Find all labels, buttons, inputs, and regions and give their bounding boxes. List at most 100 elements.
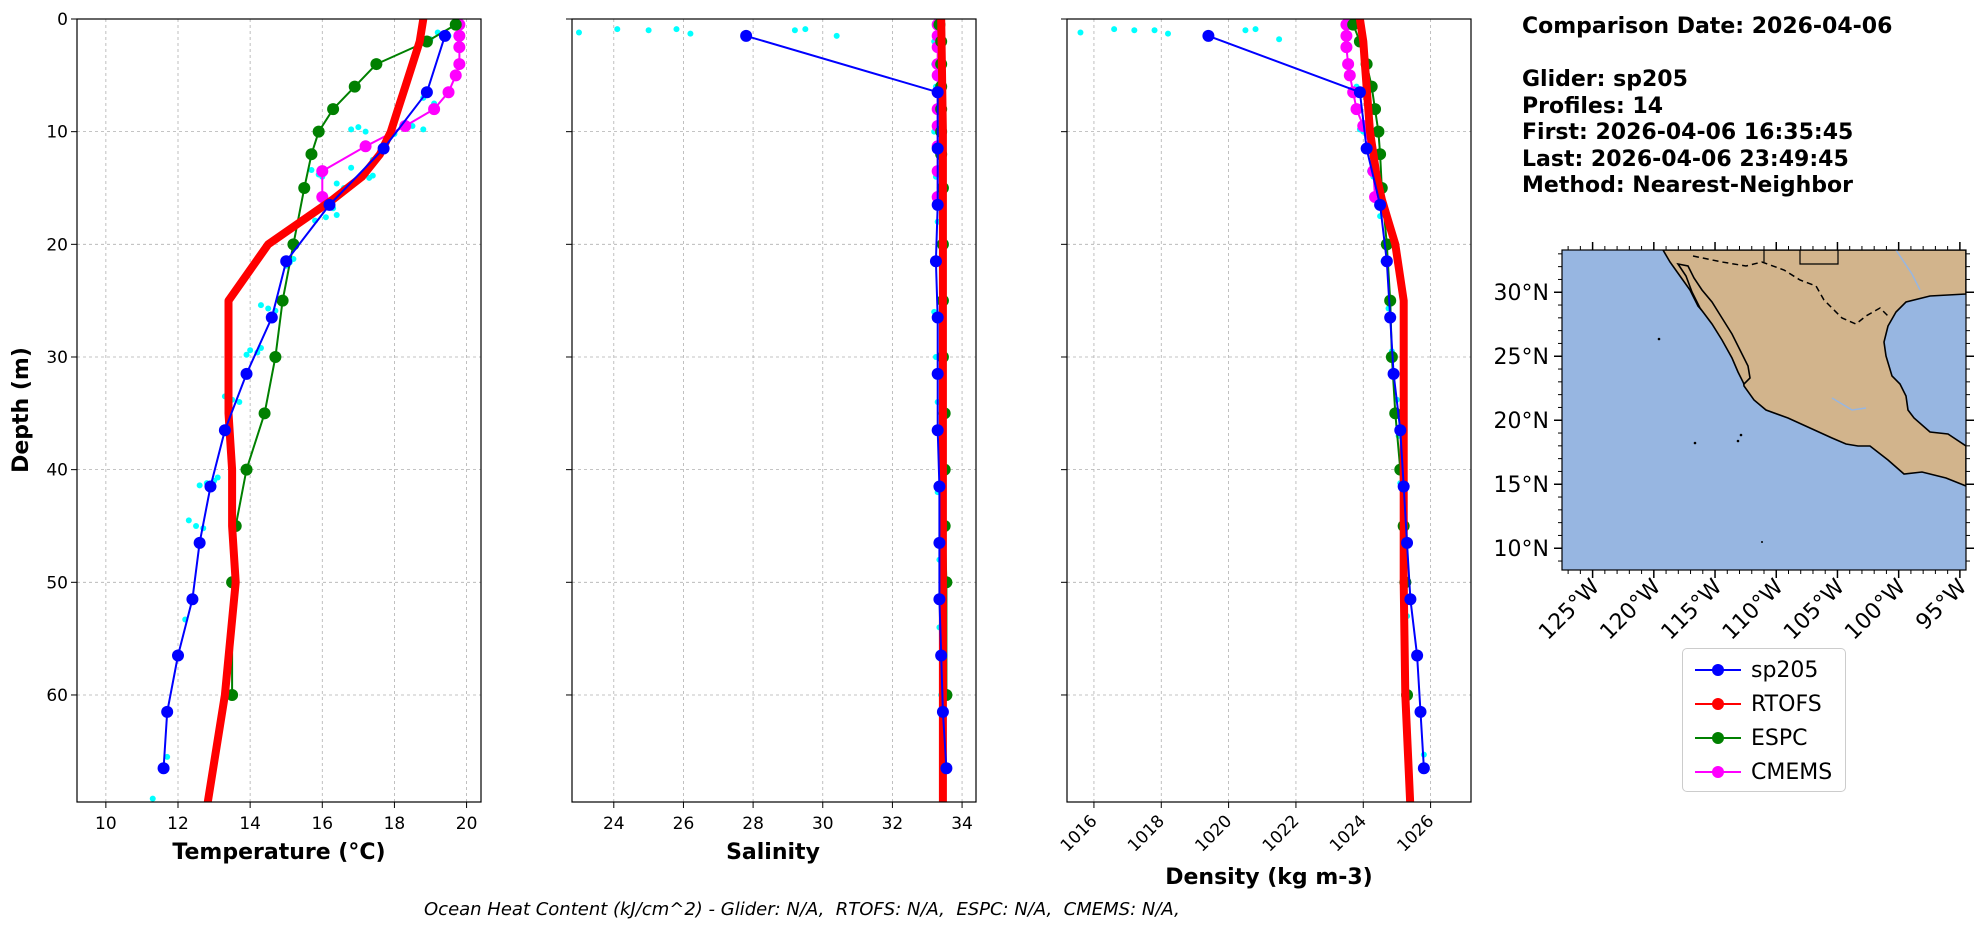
sp205-point xyxy=(186,593,199,606)
espc-point xyxy=(1384,294,1397,307)
espc-point xyxy=(312,125,325,138)
x-tick-label: 10 xyxy=(95,814,117,834)
legend-marker-cmems xyxy=(1712,766,1724,778)
x-tick-label: 28 xyxy=(742,814,764,834)
lon-label: 105°W xyxy=(1779,574,1850,645)
y-tick-label: 60 xyxy=(46,686,68,706)
sp205-profile-line xyxy=(162,34,446,770)
temperature-frame xyxy=(76,18,482,803)
raw-glider-point xyxy=(1151,27,1158,34)
temperature-plot-area xyxy=(149,19,466,802)
last-time: Last: 2026-04-06 23:49:45 xyxy=(1522,146,1849,172)
raw-glider-point xyxy=(333,180,340,187)
sp205-point xyxy=(1417,762,1430,775)
legend-marker-sp205 xyxy=(1712,664,1724,676)
density-x-label: Density (kg m-3) xyxy=(1165,865,1373,890)
sp205-point xyxy=(931,86,944,99)
sp205-point xyxy=(240,367,253,380)
sp205-point xyxy=(929,255,942,268)
info-panel: Comparison Date: 2026-04-06 Glider: sp205… xyxy=(1522,14,1892,200)
sp205-point xyxy=(161,705,174,718)
raw-glider-point xyxy=(645,27,652,34)
raw-glider-point xyxy=(1276,36,1283,43)
legend-marker-espc xyxy=(1712,732,1724,744)
density-grid xyxy=(1067,18,1471,802)
raw-glider-point xyxy=(614,26,621,33)
y-tick-label: 10 xyxy=(46,123,68,143)
cmems-point xyxy=(1343,69,1356,82)
sp205-point xyxy=(1374,198,1387,211)
cmems-point xyxy=(359,140,372,153)
cmems-point xyxy=(1350,103,1363,116)
raw-glider-point xyxy=(164,753,171,760)
raw-glider-point xyxy=(1252,26,1259,33)
y-tick-label: 30 xyxy=(46,348,68,368)
espc-point xyxy=(258,407,271,420)
density-frame xyxy=(1066,18,1472,803)
sp205-point xyxy=(323,198,336,211)
sp205-point xyxy=(1387,367,1400,380)
sp205-point xyxy=(931,142,944,155)
legend-marker-rtofs xyxy=(1712,698,1724,710)
raw-glider-point xyxy=(348,126,355,133)
espc-point xyxy=(327,103,340,116)
sp205-point xyxy=(1401,536,1414,549)
espc-point xyxy=(449,19,462,31)
raw-glider-point xyxy=(802,26,809,33)
espc-point xyxy=(305,148,318,161)
raw-glider-point xyxy=(149,795,156,802)
x-tick-label: 1020 xyxy=(1191,811,1236,856)
raw-glider-point xyxy=(196,482,203,489)
rtofs-profile-line xyxy=(1355,19,1415,802)
lat-label: 10°N xyxy=(1494,537,1549,562)
espc-point xyxy=(370,58,383,71)
sp205-point xyxy=(265,311,278,324)
x-tick-label: 12 xyxy=(167,814,189,834)
sp205-point xyxy=(933,536,946,549)
cmems-point xyxy=(453,58,466,71)
x-tick-label: 18 xyxy=(384,814,406,834)
legend-label-rtofs: RTOFS xyxy=(1751,691,1822,717)
x-tick-label: 16 xyxy=(311,814,333,834)
sp205-point xyxy=(935,649,948,662)
sp205-point xyxy=(157,762,170,775)
sp205-point xyxy=(280,255,293,268)
cmems-point xyxy=(453,29,466,42)
baja-peninsula xyxy=(1676,262,1751,386)
x-tick-label: 34 xyxy=(951,814,973,834)
espc-point xyxy=(298,181,311,194)
sp205-point xyxy=(1384,311,1397,324)
temperature-y-ticks: 0 10 20 30 40 50 60 xyxy=(46,10,77,706)
x-tick-label: 1022 xyxy=(1259,811,1304,856)
density-y-ticks xyxy=(1061,18,1067,696)
raw-glider-point xyxy=(265,305,272,312)
legend-entry-espc: ESPC xyxy=(1693,723,1808,753)
sp205-point xyxy=(936,705,949,718)
profile-count: Profiles: 14 xyxy=(1522,93,1664,119)
lon-label: 110°W xyxy=(1718,574,1789,645)
sp205-point xyxy=(1404,593,1417,606)
cmems-point xyxy=(449,69,462,82)
espc-profile-line xyxy=(231,23,457,696)
raw-glider-point xyxy=(1165,30,1171,37)
legend-label-sp205: sp205 xyxy=(1751,657,1819,683)
cmems-point xyxy=(428,103,441,116)
sp205-point xyxy=(933,593,946,606)
raw-glider-point xyxy=(366,174,373,181)
raw-glider-point xyxy=(1111,26,1118,33)
y-tick-label: 20 xyxy=(46,235,68,255)
lon-label: 115°W xyxy=(1657,574,1728,645)
sp205-point xyxy=(1360,142,1373,155)
temperature-panel: 10 12 14 16 18 20 0 10 20 30 40 50 60 Temperature (… xyxy=(9,10,482,865)
sp205-point xyxy=(193,536,206,549)
sp205-point xyxy=(933,480,946,493)
x-tick-label: 14 xyxy=(239,814,261,834)
density-plot-area xyxy=(1077,19,1430,802)
raw-glider-point xyxy=(185,517,192,524)
sp205-point xyxy=(1397,480,1410,493)
sp205-point xyxy=(172,649,184,662)
first-time: First: 2026-04-06 16:35:45 xyxy=(1522,120,1854,145)
raw-glider-point xyxy=(420,126,427,133)
raw-glider-point xyxy=(355,124,362,131)
